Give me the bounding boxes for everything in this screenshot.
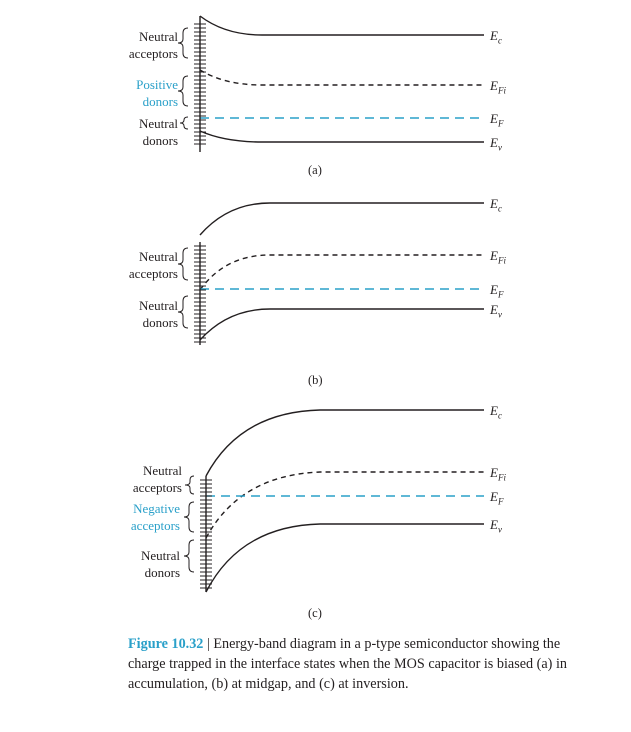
- panel-a-ef-label: EF: [490, 112, 503, 131]
- panel-c-brace-2: [183, 501, 195, 533]
- panel-b-ev-line: [199, 308, 484, 341]
- panel-a-brace-3: [179, 116, 189, 130]
- label-line: donors: [142, 315, 178, 330]
- panel-a-label-neutral-acceptors: Neutral acceptors: [100, 28, 178, 62]
- panel-a-brace-2: [177, 75, 189, 107]
- label-line: acceptors: [130, 518, 180, 533]
- panel-a-label-positive-donors: Positive donors: [100, 76, 178, 110]
- label-line: acceptors: [132, 480, 182, 495]
- band-symbol: E: [490, 465, 498, 480]
- panel-c-efi-line: [205, 471, 484, 539]
- panel-c-brace-3: [183, 539, 195, 573]
- panel-b-ec-line: [199, 202, 484, 236]
- panel-c-ec-label: Ec: [490, 404, 502, 423]
- panel-c: [183, 409, 484, 593]
- band-symbol: E: [490, 403, 498, 418]
- panel-c-ev-line: [205, 523, 484, 593]
- panel-c-brace-1: [184, 475, 195, 495]
- label-line: Positive: [136, 77, 178, 92]
- panel-a-efi-label: EFi: [490, 79, 506, 98]
- panel-b-brace-1: [177, 247, 189, 281]
- band-subscript: v: [497, 142, 502, 153]
- panel-c-ev-label: Ev: [490, 518, 502, 537]
- band-subscript: v: [497, 309, 502, 320]
- panel-a-ec-label: Ec: [490, 29, 502, 48]
- figure-number: Figure 10.32: [128, 636, 204, 652]
- panel-b-tag: (b): [308, 373, 323, 387]
- band-subscript: Fi: [497, 85, 506, 96]
- band-subscript: Fi: [497, 472, 506, 483]
- panel-b-efi-label: EFi: [490, 249, 506, 268]
- label-line: Neutral: [139, 249, 178, 264]
- band-symbol: E: [490, 196, 498, 211]
- panel-c-ec-line: [205, 409, 484, 477]
- band-symbol: E: [490, 28, 498, 43]
- label-line: Negative: [133, 501, 180, 516]
- label-line: Neutral: [139, 29, 178, 44]
- label-line: acceptors: [128, 266, 178, 281]
- band-subscript: c: [497, 203, 502, 214]
- panel-b: [177, 202, 484, 345]
- label-line: Neutral: [143, 463, 182, 478]
- panel-c-tag: (c): [308, 606, 322, 620]
- panel-c-label-neutral-acceptors: Neutral acceptors: [100, 462, 182, 496]
- band-symbol: E: [490, 517, 498, 532]
- panel-c-interface-ticks: [200, 479, 212, 589]
- band-subscript: c: [497, 35, 502, 46]
- band-symbol: E: [490, 78, 498, 93]
- panel-c-label-negative-acceptors: Negative acceptors: [100, 500, 180, 534]
- panel-b-efi-line: [199, 254, 484, 291]
- label-line: Neutral: [139, 298, 178, 313]
- panel-a-ev-line: [199, 130, 484, 143]
- panel-b-ef-label: EF: [490, 283, 503, 302]
- label-line: donors: [142, 94, 178, 109]
- band-subscript: F: [497, 289, 504, 300]
- band-subscript: F: [497, 118, 504, 129]
- caption-separator: |: [203, 636, 214, 652]
- band-symbol: E: [490, 111, 498, 126]
- panel-b-label-neutral-donors: Neutral donors: [100, 297, 178, 331]
- panel-c-ef-label: EF: [490, 490, 503, 509]
- band-symbol: E: [490, 248, 498, 263]
- panel-c-efi-label: EFi: [490, 466, 506, 485]
- panel-a: [177, 15, 484, 152]
- band-symbol: E: [490, 282, 498, 297]
- label-line: acceptors: [128, 46, 178, 61]
- panel-b-brace-2: [177, 295, 189, 329]
- caption-text: Energy-band diagram in a p-type semicond…: [128, 636, 567, 692]
- panel-a-ec-line: [199, 15, 484, 36]
- panel-a-ev-label: Ev: [490, 136, 502, 155]
- panel-a-tag: (a): [308, 163, 322, 177]
- band-symbol: E: [490, 135, 498, 150]
- panel-b-ec-label: Ec: [490, 197, 502, 216]
- band-subscript: Fi: [497, 255, 506, 266]
- label-line: Neutral: [139, 116, 178, 131]
- label-line: donors: [142, 133, 178, 148]
- band-symbol: E: [490, 302, 498, 317]
- panel-a-label-neutral-donors: Neutral donors: [100, 115, 178, 149]
- panel-a-efi-line: [199, 69, 484, 86]
- band-subscript: F: [497, 496, 504, 507]
- panel-b-interface-ticks: [194, 245, 206, 343]
- panel-a-brace-1: [177, 27, 189, 59]
- panel-b-label-neutral-acceptors: Neutral acceptors: [100, 248, 178, 282]
- band-subscript: c: [497, 410, 502, 421]
- label-line: Neutral: [141, 548, 180, 563]
- panel-a-interface-ticks: [194, 23, 206, 145]
- label-line: donors: [144, 565, 180, 580]
- figure-caption: Figure 10.32 | Energy-band diagram in a …: [128, 634, 568, 694]
- panel-c-label-neutral-donors: Neutral donors: [100, 547, 180, 581]
- band-symbol: E: [490, 489, 498, 504]
- panel-b-ev-label: Ev: [490, 303, 502, 322]
- band-subscript: v: [497, 524, 502, 535]
